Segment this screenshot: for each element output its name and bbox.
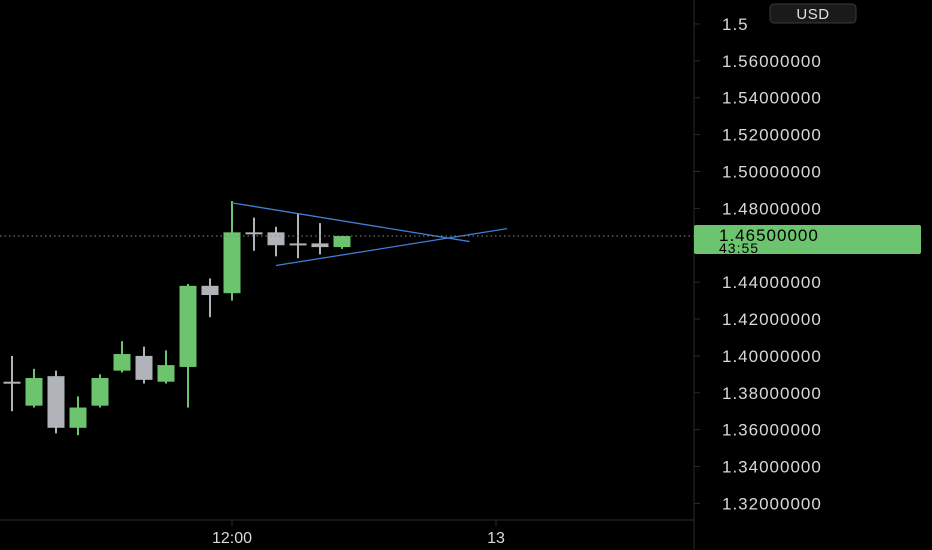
price-tick-label: 1.5 — [722, 15, 749, 34]
candle[interactable] — [69, 396, 87, 436]
currency-badge[interactable]: USD — [769, 3, 857, 24]
triangle-pattern[interactable] — [231, 202, 508, 267]
time-tick-label: 13 — [487, 530, 505, 547]
candle-body — [289, 243, 307, 246]
currency-badge-label: USD — [796, 6, 829, 23]
time-tick-label: 12:00 — [212, 530, 252, 547]
candle[interactable] — [201, 278, 219, 318]
candle[interactable] — [179, 283, 197, 408]
candle[interactable] — [91, 374, 109, 408]
price-tick-label: 1.44000000 — [722, 273, 822, 292]
price-axis[interactable]: 1.5 1.56000000 1.54000000 1.52000000 1.50000… — [694, 15, 822, 513]
candle-body — [69, 407, 87, 428]
price-tick-label: 1.50000000 — [722, 162, 822, 181]
candle[interactable] — [333, 236, 351, 249]
candle[interactable] — [113, 341, 131, 373]
price-tick-label: 1.48000000 — [722, 199, 822, 218]
price-tick-label: 1.38000000 — [722, 384, 822, 403]
price-tick-label: 1.34000000 — [722, 458, 822, 477]
time-axis[interactable]: 12:00 13 — [212, 520, 505, 547]
triangle-lower-line[interactable] — [275, 228, 508, 267]
price-tick-label: 1.52000000 — [722, 126, 822, 145]
last-price-label-bg — [694, 225, 921, 254]
candle[interactable] — [311, 223, 329, 255]
candle[interactable] — [25, 368, 43, 408]
price-tick-label: 1.36000000 — [722, 421, 822, 440]
currency-badge-bg — [769, 3, 857, 24]
candle[interactable] — [47, 370, 65, 434]
last-price-label: 1.46500000 43:55 — [694, 225, 921, 256]
candle[interactable] — [135, 346, 153, 384]
price-tick-label: 1.56000000 — [722, 52, 822, 71]
last-price-countdown: 43:55 — [719, 240, 759, 256]
candle-body — [135, 355, 153, 380]
candle-body — [157, 365, 175, 382]
last-price-value: 1.46500000 — [719, 226, 819, 245]
candle-body — [25, 378, 43, 406]
candle-body — [267, 232, 285, 246]
candle-body — [3, 381, 21, 384]
candle-body — [201, 285, 219, 296]
candle-body — [245, 232, 263, 235]
candle-body — [179, 285, 197, 367]
price-tick-label: 1.42000000 — [722, 310, 822, 329]
candle-body — [91, 378, 109, 406]
triangle-upper-line[interactable] — [231, 202, 470, 243]
candle[interactable] — [157, 350, 175, 384]
candle[interactable] — [223, 200, 241, 301]
price-tick-label: 1.32000000 — [722, 494, 822, 513]
candle[interactable] — [3, 355, 21, 412]
candle-body — [223, 232, 241, 294]
candle-body — [333, 236, 351, 248]
candle-body — [311, 243, 329, 248]
candle-body — [113, 354, 131, 371]
plot-area[interactable] — [3, 200, 351, 436]
candle-body — [47, 376, 65, 428]
price-tick-label: 1.54000000 — [722, 89, 822, 108]
candle[interactable] — [245, 217, 263, 251]
price-tick-label: 1.40000000 — [722, 347, 822, 366]
